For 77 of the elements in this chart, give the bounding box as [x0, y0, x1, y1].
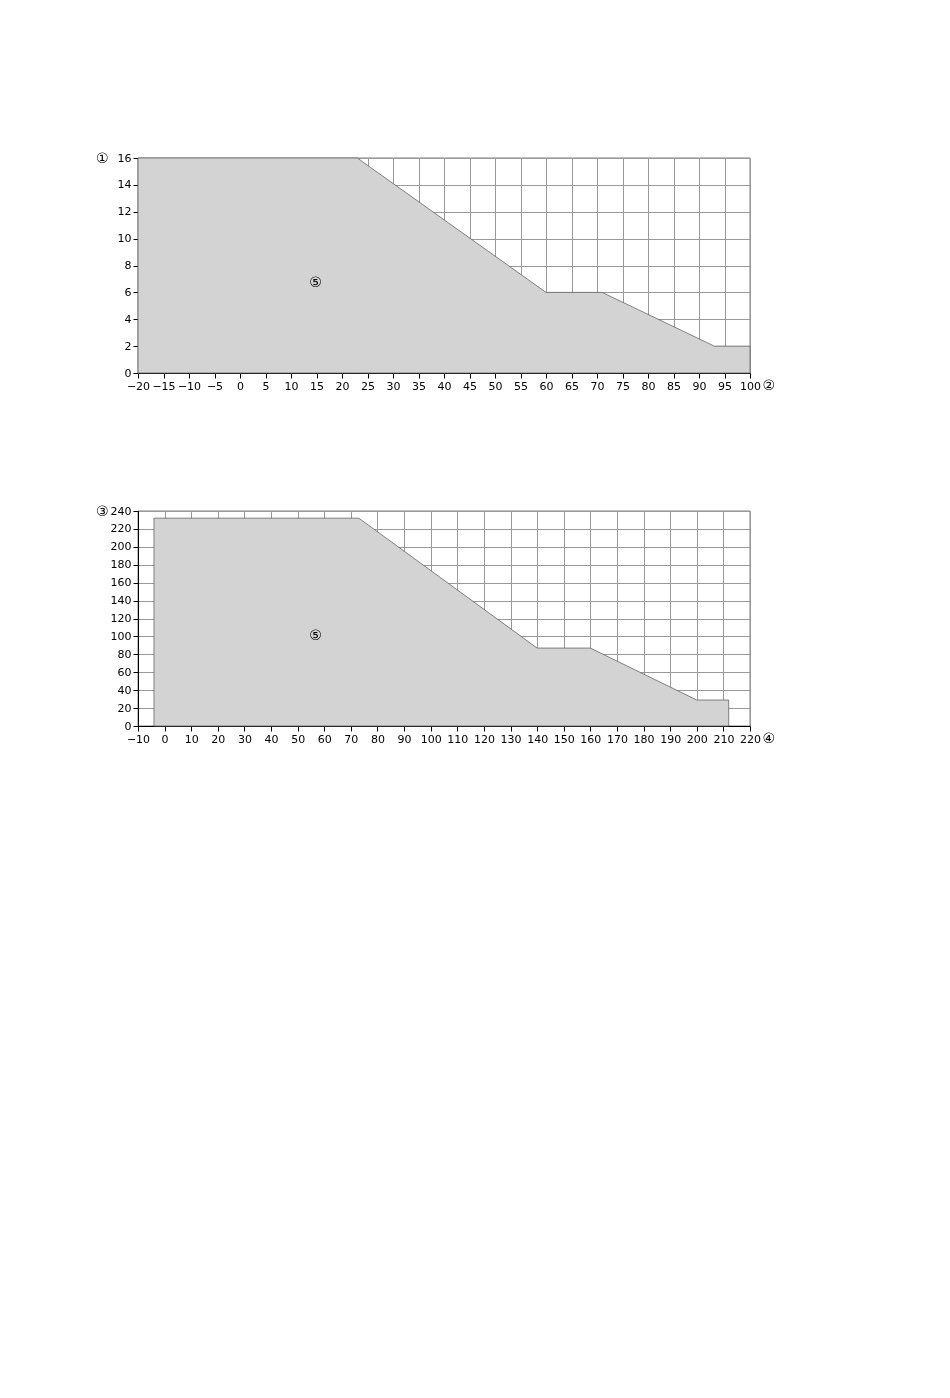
y-tick-label: 8 [124, 259, 132, 272]
x-tick-label: 90 [692, 379, 707, 393]
x-tick-label: 40 [437, 379, 452, 393]
x-tick-label: 200 [686, 732, 708, 746]
x-tick-label: 110 [447, 732, 469, 746]
x-tick-label: 100 [740, 379, 761, 393]
x-tick-label: 30 [237, 732, 252, 746]
x-tick-label: 130 [500, 732, 522, 746]
y-tick-label: 12 [117, 205, 132, 219]
x-tick-label: 0 [161, 732, 169, 746]
y-tick-label: 180 [110, 558, 132, 572]
x-tick-label: 65 [565, 379, 579, 393]
x-tick-label: 70 [344, 732, 359, 746]
x-tick-label: −10 [177, 379, 202, 393]
y-tick-label: 100 [110, 629, 132, 643]
y-tick-label: 200 [110, 540, 132, 554]
x-axis-title: ② [762, 376, 776, 393]
x-tick-label: 5 [262, 379, 270, 393]
annotation: ⑤ [309, 273, 322, 290]
x-tick-label: 85 [667, 379, 681, 393]
x-tick-label: 60 [317, 732, 332, 746]
y-tick-label: 40 [117, 683, 132, 697]
x-tick-label: 45 [463, 379, 477, 393]
x-tick-label: 140 [527, 732, 549, 746]
x-tick-label: 150 [553, 732, 575, 746]
y-tick-label: 20 [117, 701, 132, 715]
x-tick-label: 220 [740, 732, 761, 746]
x-tick-label: 180 [633, 732, 655, 746]
y-tick-label: 140 [110, 594, 132, 608]
y-tick-label: 16 [117, 151, 132, 165]
y-tick-label: 10 [117, 232, 132, 246]
x-tick-label: 0 [237, 379, 244, 393]
x-tick-label: 50 [488, 379, 503, 393]
x-tick-label: 170 [606, 732, 628, 746]
y-tick-label: 2 [124, 339, 132, 353]
y-tick-label: 160 [110, 576, 132, 590]
x-tick-label: −20 [126, 379, 151, 393]
x-tick-label: −10 [126, 732, 151, 746]
y-tick-label: 4 [124, 312, 132, 326]
x-tick-label: 70 [590, 379, 605, 393]
x-tick-label: 100 [420, 732, 442, 746]
x-tick-label: 20 [211, 732, 226, 746]
annotation: ⑤ [309, 626, 322, 643]
x-tick-label: 10 [284, 379, 299, 393]
x-tick-label: 20 [335, 379, 350, 393]
x-tick-label: 25 [361, 379, 375, 393]
y-tick-label: 240 [110, 504, 132, 518]
x-tick-label: 55 [514, 379, 528, 393]
x-tick-label: 95 [718, 379, 732, 393]
x-tick-label: 120 [473, 732, 495, 746]
x-tick-label: 10 [184, 732, 199, 746]
x-tick-label: 75 [616, 379, 630, 393]
x-tick-label: −5 [206, 379, 224, 393]
x-tick-label: 190 [660, 732, 682, 746]
x-axis-title: ④ [762, 729, 776, 746]
x-tick-label: 50 [291, 732, 306, 746]
x-tick-label: 160 [580, 732, 602, 746]
x-tick-label: 30 [386, 379, 401, 393]
x-tick-label: 210 [713, 732, 735, 746]
x-tick-label: 15 [310, 379, 324, 393]
x-tick-label: 40 [264, 732, 279, 746]
y-tick-label: 0 [124, 719, 132, 733]
y-tick-label: 60 [117, 665, 132, 679]
y-axis-title: ③ [95, 502, 109, 519]
x-tick-label: −15 [152, 379, 176, 393]
y-tick-label: 0 [124, 366, 132, 380]
y-axis-title: ① [95, 149, 109, 166]
x-tick-label: 80 [641, 379, 656, 393]
x-tick-label: 35 [412, 379, 426, 393]
y-tick-label: 6 [124, 285, 132, 299]
x-tick-label: 90 [397, 732, 412, 746]
x-tick-label: 60 [539, 379, 554, 393]
y-tick-label: 120 [110, 612, 132, 625]
x-tick-label: 80 [370, 732, 385, 746]
y-tick-label: 220 [110, 522, 132, 536]
y-tick-label: 14 [117, 178, 132, 192]
y-tick-label: 80 [117, 647, 132, 661]
